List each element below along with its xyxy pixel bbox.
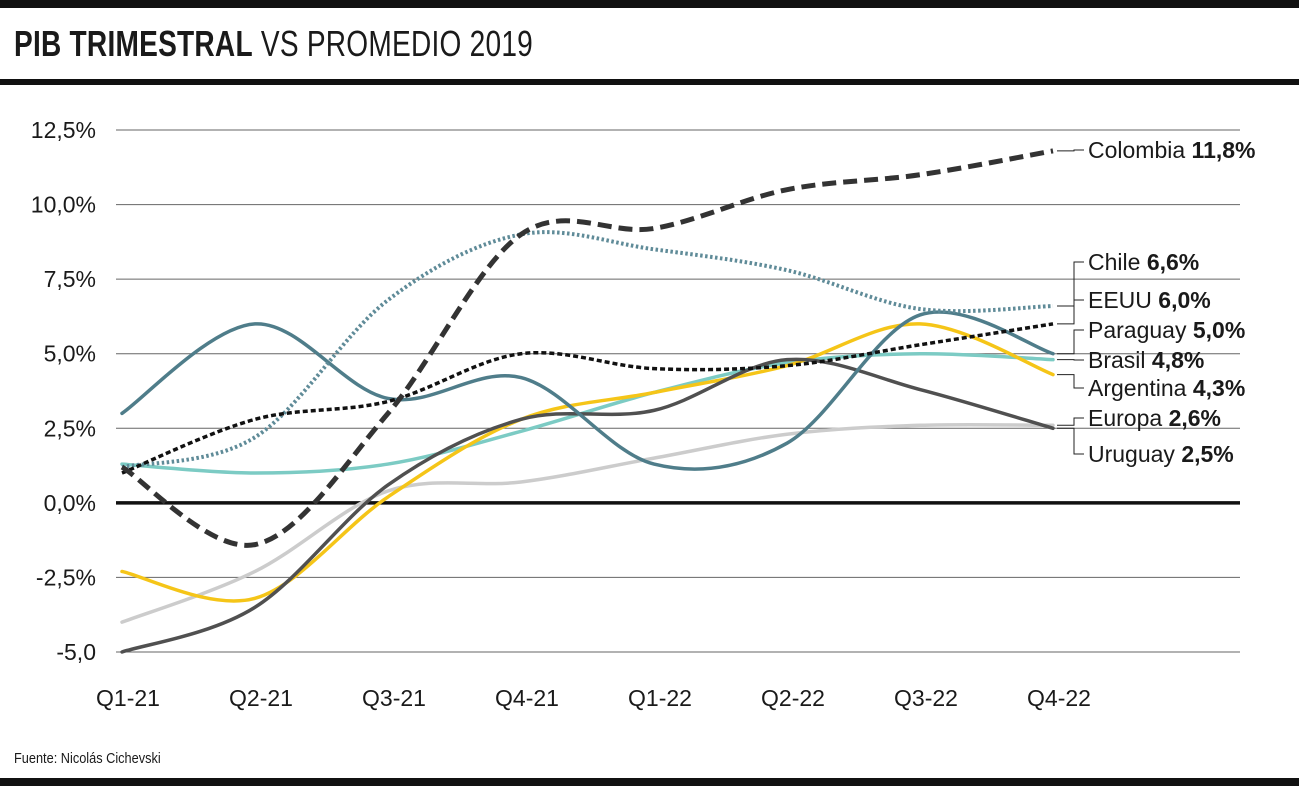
series-line-argentina [120,322,1055,603]
series-label-uruguay: Uruguay 2,5% [1088,441,1234,467]
x-tick-label: Q2-22 [761,685,825,711]
series-line-europa [120,422,1055,624]
x-tick-label: Q1-22 [628,685,692,711]
label-leader [1057,261,1084,307]
series-label-value: 6,6% [1147,249,1199,275]
series-line-brasil [120,351,1055,475]
series-label-chile: Chile 6,6% [1088,249,1199,275]
label-leader [1057,417,1084,426]
label-leader [1057,427,1084,455]
source-note: Fuente: Nicolás Cichevski [14,750,161,767]
label-leader [1057,329,1084,355]
y-tick-label: 10,0% [31,192,96,218]
x-tick-label: Q4-21 [495,685,559,711]
series-line-chile [121,230,1054,470]
series-label-colombia: Colombia 11,8% [1088,137,1256,163]
y-tick-label: 0,0% [44,490,96,516]
series-label-europa: Europa 2,6% [1088,405,1221,431]
y-tick-label: -5,0 [56,639,96,665]
grid-lines [116,129,1240,653]
series-label-argentina: Argentina 4,3% [1088,375,1245,401]
chart-title: PIB TRIMESTRAL VS PROMEDIO 2019 [14,22,533,66]
series-label-name: EEUU [1088,287,1158,313]
series-label-name: Chile [1088,249,1147,275]
top-rule [0,0,1299,8]
series-label-value: 6,0% [1158,287,1210,313]
title-rule [0,79,1299,85]
series-line-eeuu [121,322,1054,475]
y-axis: 12,5% 10,0% 7,5% 5,0% 2,5% 0,0% -2,5% -5,0 [31,117,96,665]
x-tick-label: Q2-21 [229,685,293,711]
x-tick-label: Q4-22 [1027,685,1091,711]
series-label-paraguay: Paraguay 5,0% [1088,317,1245,343]
series-label-name: Paraguay [1088,317,1193,343]
label-leader [1057,374,1084,389]
series-label-value: 4,3% [1193,375,1245,401]
series-lines [120,148,1055,654]
chart-title-rest: VS PROMEDIO 2019 [252,23,534,64]
x-tick-label: Q1-21 [96,685,160,711]
label-leader [1057,299,1084,325]
x-tick-label: Q3-21 [362,685,426,711]
series-label-brasil: Brasil 4,8% [1088,347,1204,373]
y-tick-label: 5,0% [44,341,96,367]
series-line-colombia [120,148,1054,548]
series-line-paraguay [120,310,1055,471]
series-label-name: Brasil [1088,347,1152,373]
y-tick-label: 7,5% [44,266,96,292]
chart-title-bold: PIB TRIMESTRAL [14,23,253,64]
series-label-value: 2,6% [1169,405,1221,431]
series-label-eeuu: EEUU 6,0% [1088,287,1211,313]
series-label-name: Europa [1088,405,1169,431]
y-tick-label: -2,5% [36,564,96,590]
y-tick-label: 12,5% [31,117,96,143]
series-label-name: Colombia [1088,137,1192,163]
series-labels: Colombia 11,8% Chile 6,6% EEUU 6,0% Paragua… [1057,137,1256,467]
series-label-value: 5,0% [1193,317,1245,343]
series-label-name: Argentina [1088,375,1193,401]
series-label-value: 4,8% [1152,347,1204,373]
label-leader [1057,149,1084,152]
series-label-name: Uruguay [1088,441,1181,467]
x-axis: Q1-21 Q2-21 Q3-21 Q4-21 Q1-22 Q2-22 Q3-22 Q4-22 [96,685,1091,711]
bottom-rule [0,778,1299,786]
x-tick-label: Q3-22 [894,685,958,711]
series-label-value: 2,5% [1181,441,1233,467]
y-tick-label: 2,5% [44,415,96,441]
series-label-value: 11,8% [1192,137,1256,163]
